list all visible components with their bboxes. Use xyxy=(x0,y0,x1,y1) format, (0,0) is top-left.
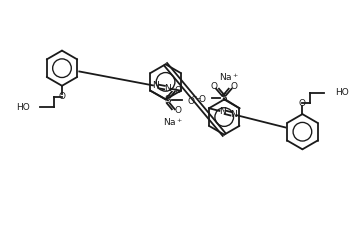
Text: Na$^+$: Na$^+$ xyxy=(163,116,183,128)
Text: N: N xyxy=(152,81,159,90)
Text: N: N xyxy=(164,84,171,93)
Text: O: O xyxy=(211,82,218,91)
Text: O: O xyxy=(174,86,181,95)
Text: $^-$O: $^-$O xyxy=(190,93,206,104)
Text: O: O xyxy=(230,82,237,91)
Text: O: O xyxy=(59,92,66,101)
Text: O: O xyxy=(174,106,181,115)
Text: O$^-$: O$^-$ xyxy=(187,95,203,106)
Text: Na$^+$: Na$^+$ xyxy=(219,71,239,83)
Text: S: S xyxy=(165,95,171,105)
Text: S: S xyxy=(220,93,227,103)
Text: N: N xyxy=(230,110,237,119)
Text: HO: HO xyxy=(16,103,30,112)
Text: N: N xyxy=(219,107,226,116)
Text: O: O xyxy=(299,99,306,108)
Text: HO: HO xyxy=(335,88,349,97)
